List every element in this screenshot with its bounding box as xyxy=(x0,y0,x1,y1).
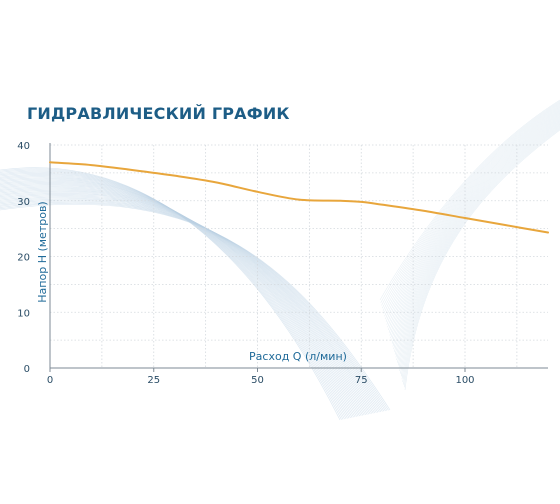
wave-line xyxy=(385,107,560,322)
wave-line xyxy=(0,184,363,416)
wave-line xyxy=(389,111,560,336)
wave-line xyxy=(384,105,560,317)
y-tick-label: 20 xyxy=(17,253,30,264)
wave-line xyxy=(394,117,560,355)
wave-line xyxy=(0,180,359,417)
wave-line xyxy=(388,110,560,333)
wave-line xyxy=(0,175,351,419)
wave-line xyxy=(0,182,360,417)
y-tick-label: 40 xyxy=(17,141,30,152)
wave-line xyxy=(396,119,560,361)
series-layer xyxy=(49,161,549,234)
wave-line xyxy=(381,101,560,306)
wave-line xyxy=(392,115,560,347)
wave-line xyxy=(0,174,350,419)
wave-line xyxy=(0,168,342,420)
wave-line xyxy=(382,103,560,312)
wave-line xyxy=(0,189,371,415)
wave-line xyxy=(0,202,389,411)
x-tick-label: 75 xyxy=(355,375,368,386)
x-tick-label: 25 xyxy=(147,375,160,386)
wave-line xyxy=(0,170,345,420)
y-axis-label: Напор Н (метров) xyxy=(36,201,49,302)
wave-line xyxy=(379,99,560,301)
wave-line xyxy=(393,116,560,350)
wave-line xyxy=(0,176,353,418)
background-wave-decoration xyxy=(0,99,560,421)
x-axis-label: Расход Q (л/мин) xyxy=(249,350,347,363)
wave-line xyxy=(403,127,560,385)
wave-line xyxy=(387,108,560,328)
wave-line xyxy=(391,114,560,344)
wave-line xyxy=(401,126,560,380)
wave-line xyxy=(0,187,368,415)
wave-line xyxy=(395,118,560,358)
wave-line xyxy=(390,112,560,339)
wave-line xyxy=(0,190,373,414)
chart-grid xyxy=(50,144,548,368)
wave-line xyxy=(0,196,380,413)
y-tick-label: 30 xyxy=(17,197,30,208)
wave-line xyxy=(0,177,354,418)
wave-line xyxy=(398,122,560,369)
wave-line xyxy=(382,102,560,309)
wave-line xyxy=(0,199,385,412)
wave-line xyxy=(0,178,356,418)
wave-line xyxy=(0,183,362,416)
wave-line xyxy=(0,185,365,416)
wave-line xyxy=(380,100,560,303)
wave-line xyxy=(402,127,560,382)
wave-line xyxy=(391,113,560,341)
x-tick-label: 50 xyxy=(251,375,264,386)
wave-line xyxy=(0,201,388,411)
wave-line xyxy=(0,194,377,413)
wave-line xyxy=(383,104,560,314)
tick-labels: 0 10 20 30 40 0 25 50 75 100 xyxy=(17,141,474,386)
wave-line xyxy=(397,120,560,363)
y-tick-label: 0 xyxy=(24,364,30,375)
wave-line xyxy=(388,109,560,331)
chart-title: ГИДРАВЛИЧЕСКИЙ ГРАФИК xyxy=(27,104,290,123)
wave-line xyxy=(385,106,560,320)
y-tick-label: 10 xyxy=(17,308,30,319)
series-line xyxy=(49,161,549,234)
wave-line xyxy=(400,124,560,374)
wave-line xyxy=(0,192,374,414)
wave-line xyxy=(0,186,367,415)
wave-line xyxy=(0,195,379,413)
wave-line xyxy=(0,173,348,419)
wave-line xyxy=(0,193,376,414)
wave-line xyxy=(0,198,383,412)
wave-line xyxy=(399,123,560,371)
wave-line xyxy=(0,169,344,420)
wave-line xyxy=(403,128,560,388)
wave-line xyxy=(0,197,382,412)
wave-line xyxy=(0,167,341,421)
wave-line xyxy=(386,107,560,325)
wave-line xyxy=(400,125,560,377)
wave-line xyxy=(0,203,391,411)
wave-line xyxy=(0,179,357,417)
x-tick-label: 100 xyxy=(455,375,474,386)
wave-line xyxy=(0,171,347,419)
x-tick-label: 0 xyxy=(47,375,53,386)
wave-line xyxy=(0,188,370,415)
